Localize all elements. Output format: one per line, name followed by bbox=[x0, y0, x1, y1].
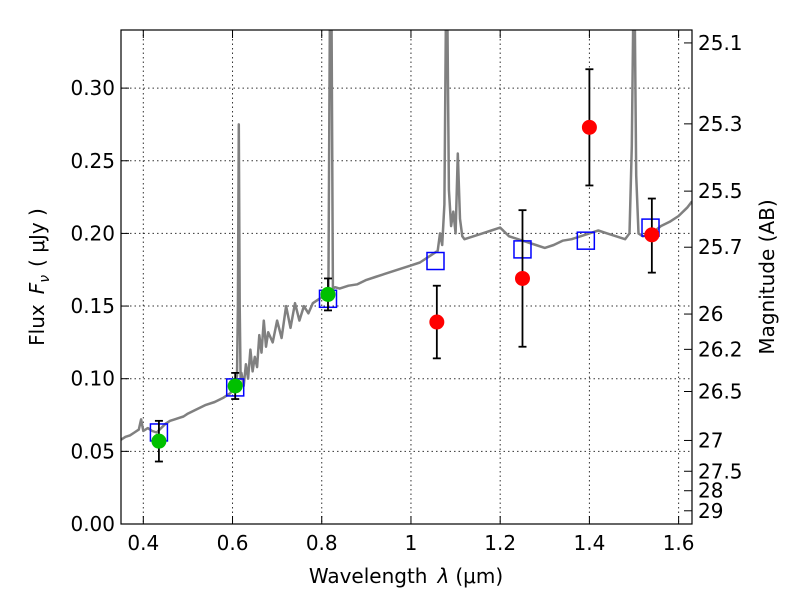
plot-content bbox=[121, 30, 692, 463]
plot-area bbox=[121, 30, 692, 524]
detection-point bbox=[151, 433, 167, 449]
x-tick-label: 1 bbox=[405, 531, 418, 555]
y-tick-label: 0.10 bbox=[70, 367, 115, 391]
y-tick-label: 0.15 bbox=[70, 294, 115, 318]
observed-point-red bbox=[429, 314, 445, 330]
y2-tick-label: 26 bbox=[698, 302, 723, 326]
model-band-square bbox=[426, 251, 445, 271]
x-axis-label: Wavelength λ (μm) bbox=[309, 564, 503, 588]
observed-point-red bbox=[581, 119, 597, 135]
observed-point-red bbox=[514, 270, 530, 286]
y-tick-label: 0.20 bbox=[70, 221, 115, 245]
model-spectrum-line bbox=[121, 30, 692, 441]
detection-point bbox=[320, 286, 336, 302]
x-tick-label: 1.6 bbox=[663, 531, 695, 555]
y2-tick-label: 28 bbox=[698, 479, 723, 503]
model-band-square bbox=[576, 231, 596, 250]
x-tick-label: 0.6 bbox=[217, 531, 249, 555]
y-tick-label: 0.25 bbox=[70, 149, 115, 173]
y2-axis-label: Magnitude (AB) bbox=[755, 199, 779, 354]
y2-tick-label: 27 bbox=[698, 428, 723, 452]
x-tick-label: 1.2 bbox=[484, 531, 516, 555]
y2-tick-label: 26.5 bbox=[698, 379, 743, 403]
y-tick-label: 0.30 bbox=[70, 76, 115, 100]
y2-tick-label: 25.7 bbox=[698, 235, 743, 259]
axis-ticks: 0.4 0.6 0.8 1 1.2 1.4 1.6 0.00 0.05 0.10 0.15 0.20 0… bbox=[70, 30, 743, 555]
y-axis-label: FluxFν( μJy ) bbox=[25, 208, 53, 346]
x-tick-label: 0.4 bbox=[127, 531, 159, 555]
detection-point bbox=[227, 378, 243, 394]
axes-frame bbox=[120, 29, 693, 525]
observed-point-red bbox=[644, 227, 660, 243]
y2-tick-label: 25.5 bbox=[698, 179, 743, 203]
y2-tick-label: 25.1 bbox=[698, 31, 743, 55]
y2-tick-label: 25.3 bbox=[698, 112, 743, 136]
x-tick-label: 1.4 bbox=[573, 531, 605, 555]
y2-tick-label: 27.5 bbox=[698, 459, 743, 483]
y-tick-label: 0.00 bbox=[70, 512, 115, 536]
y2-tick-label: 29 bbox=[698, 499, 723, 523]
x-tick-label: 0.8 bbox=[306, 531, 338, 555]
y-tick-label: 0.05 bbox=[70, 439, 115, 463]
y2-tick-label: 26.2 bbox=[698, 337, 743, 361]
